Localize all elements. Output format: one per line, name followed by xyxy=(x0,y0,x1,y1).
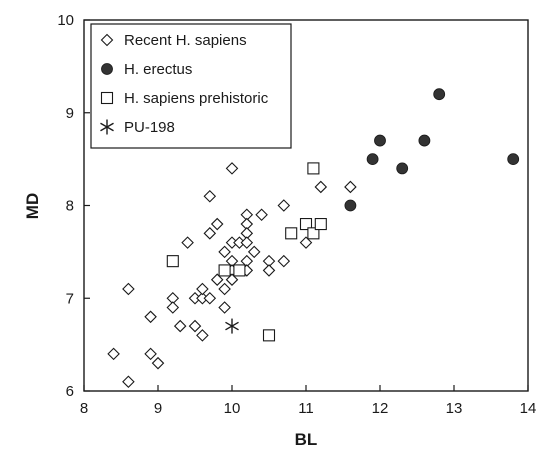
data-points xyxy=(107,88,520,389)
legend-marker-diamond-open xyxy=(100,33,114,47)
data-point-circle-filled xyxy=(507,153,520,166)
legend-label-h-sapiens-prehistoric: H. sapiens prehistoric xyxy=(124,90,269,107)
data-point-diamond-open xyxy=(151,356,165,370)
y-tick-label: 6 xyxy=(66,383,74,400)
data-point-square-open xyxy=(314,218,327,231)
data-point-square-open xyxy=(166,255,179,268)
legend-markers xyxy=(100,33,114,135)
x-tick-label: 12 xyxy=(372,400,389,417)
data-point-circle-filled xyxy=(366,153,379,166)
data-point-diamond-open xyxy=(314,180,328,194)
data-point-diamond-open xyxy=(166,301,180,314)
data-point-diamond-open xyxy=(218,301,231,314)
data-point-square-open xyxy=(233,264,246,277)
y-tick-label: 10 xyxy=(57,12,74,29)
legend-marker-square-open xyxy=(100,91,114,105)
data-point-diamond-open xyxy=(196,329,209,342)
data-point-square-open xyxy=(299,218,313,231)
data-point-square-open xyxy=(262,329,276,342)
x-tick-label: 8 xyxy=(80,400,88,417)
data-point-diamond-open xyxy=(181,236,194,249)
data-point-square-open xyxy=(285,227,298,240)
legend-marker-asterisk xyxy=(100,119,114,135)
x-tick-label: 11 xyxy=(298,400,314,417)
data-point-diamond-open xyxy=(240,236,254,249)
legend-label-recent-h-sapiens: Recent H. sapiens xyxy=(124,32,247,49)
data-point-diamond-open xyxy=(210,273,224,286)
data-point-diamond-open xyxy=(344,180,357,194)
y-tick-label: 9 xyxy=(66,105,74,122)
y-axis-title: MD xyxy=(23,193,42,219)
x-tick-label: 14 xyxy=(520,400,537,417)
data-point-diamond-open xyxy=(144,310,157,324)
legend-label-h-erectus: H. erectus xyxy=(124,61,192,78)
data-point-circle-filled xyxy=(418,134,431,147)
data-point-diamond-open xyxy=(107,347,120,361)
x-tick-label: 9 xyxy=(154,400,162,417)
data-point-circle-filled xyxy=(396,162,409,175)
legend: Recent H. sapiens H. erectus H. sapiens … xyxy=(90,23,292,149)
data-point-diamond-open xyxy=(299,236,313,249)
data-point-diamond-open xyxy=(247,245,261,259)
legend-marker-circle-filled xyxy=(101,63,113,75)
x-axis-title: BL xyxy=(295,430,318,449)
y-tick-label: 7 xyxy=(66,290,74,307)
data-point-diamond-open xyxy=(218,245,231,259)
data-point-square-open xyxy=(307,162,320,175)
data-point-square-open xyxy=(218,264,231,277)
legend-label-pu-198: PU-198 xyxy=(124,119,175,136)
y-tick-label: 8 xyxy=(66,198,74,215)
x-tick-label: 13 xyxy=(446,400,463,417)
axis-ticks xyxy=(83,19,529,392)
data-point-circle-filled xyxy=(374,134,386,147)
data-point-diamond-open xyxy=(122,375,135,389)
data-point-diamond-open xyxy=(277,254,291,268)
data-point-diamond-open xyxy=(196,282,209,296)
data-point-diamond-open xyxy=(255,208,268,222)
data-point-diamond-open xyxy=(210,217,224,231)
x-tick-label: 10 xyxy=(224,400,241,417)
data-point-diamond-open xyxy=(262,264,276,277)
data-point-diamond-open xyxy=(225,162,239,175)
data-point-diamond-open xyxy=(144,347,157,361)
data-point-circle-filled xyxy=(433,88,446,101)
data-point-diamond-open xyxy=(225,273,239,286)
axis-tick-labels: 8 9 10 11 12 13 14 6 7 8 9 10 xyxy=(57,12,536,417)
data-point-diamond-open xyxy=(122,282,135,296)
legend-box xyxy=(90,23,292,149)
data-point-diamond-open xyxy=(203,291,217,305)
data-point-diamond-open xyxy=(277,199,291,212)
data-point-circle-filled xyxy=(344,199,357,212)
data-point-asterisk xyxy=(225,318,239,334)
data-point-diamond-open xyxy=(203,227,217,240)
data-point-square-open xyxy=(307,227,320,240)
data-point-diamond-open xyxy=(173,319,187,333)
data-point-diamond-open xyxy=(203,189,217,203)
data-point-diamond-open xyxy=(188,319,202,333)
data-point-diamond-open xyxy=(218,282,231,296)
